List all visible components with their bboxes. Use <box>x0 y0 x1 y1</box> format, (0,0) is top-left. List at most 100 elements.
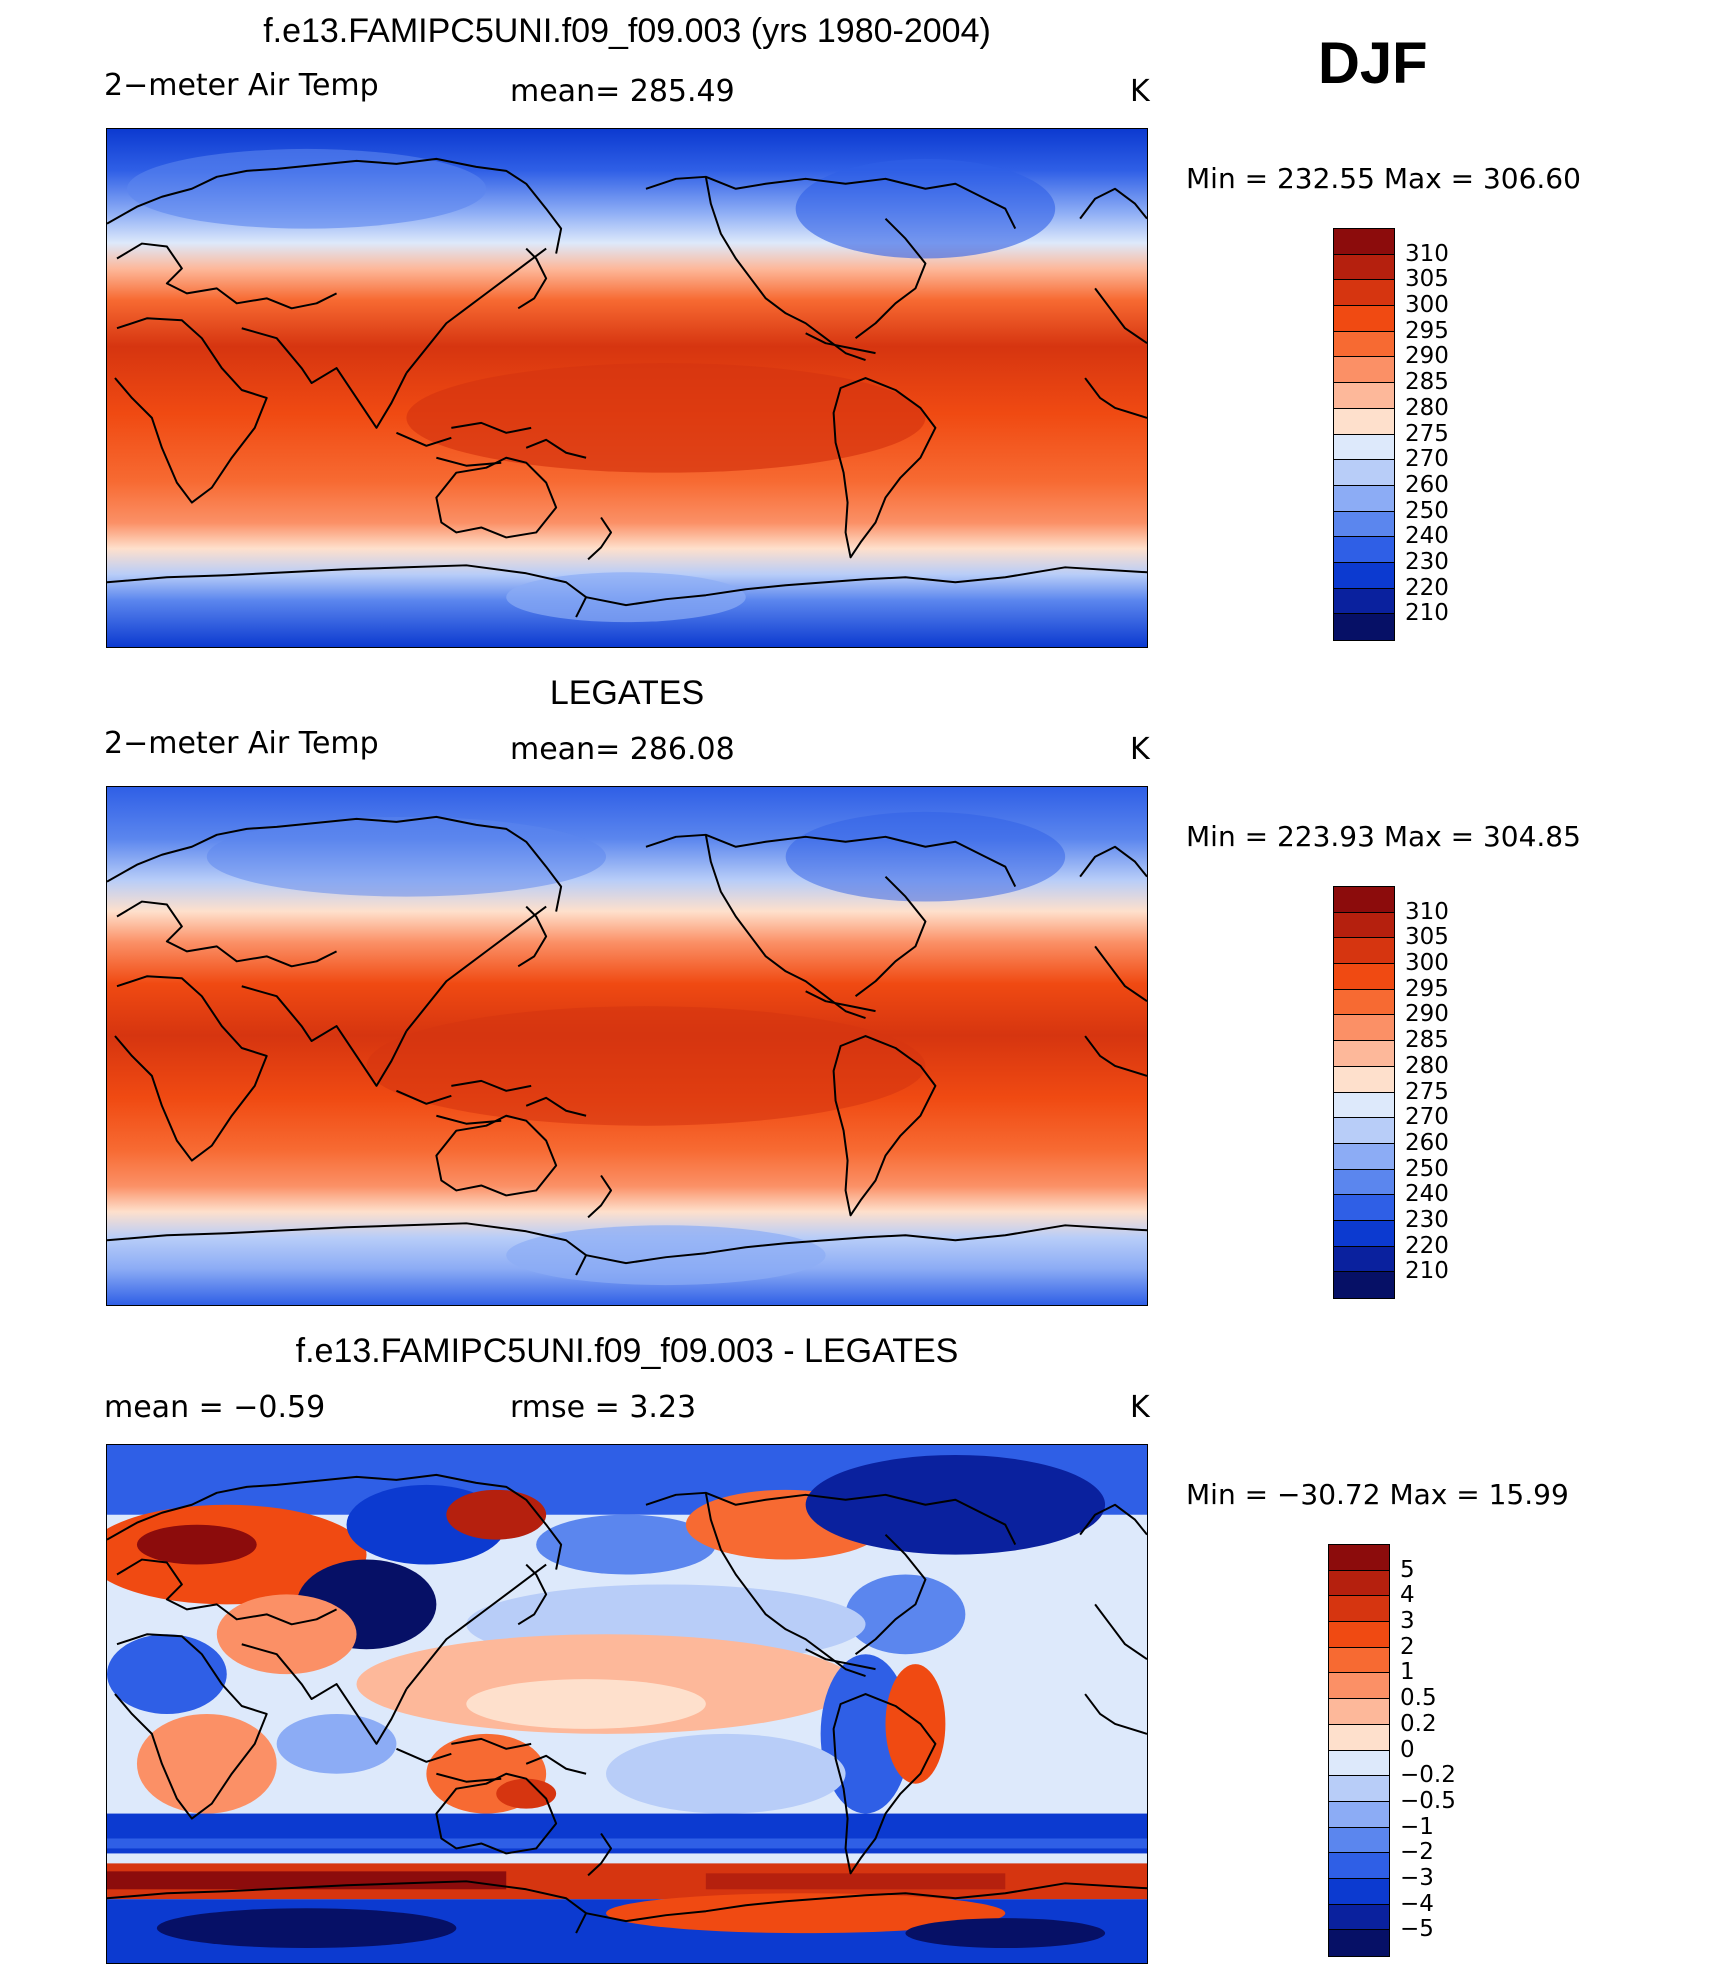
colorbar-box <box>1334 357 1394 384</box>
colorbar-tick-label: −0.2 <box>1400 1762 1456 1789</box>
colorbar-tick-label: −3 <box>1400 1864 1434 1891</box>
units-label: K <box>1130 732 1150 767</box>
colorbar-tick-label: 305 <box>1405 924 1449 951</box>
colorbar-tick-label: 290 <box>1405 343 1449 370</box>
panel-title: LEGATES <box>549 674 705 712</box>
colorbar-tick-label: 230 <box>1405 1206 1449 1233</box>
colorbar-tick-label: −2 <box>1400 1839 1434 1866</box>
colorbar-box <box>1334 964 1394 990</box>
observed-temperature-map <box>106 786 1148 1306</box>
colorbar-tick-label: 240 <box>1405 523 1449 550</box>
temperature-colorbar <box>1333 228 1395 641</box>
colorbar-tick-label: 275 <box>1405 1078 1449 1105</box>
colorbar-box <box>1329 1878 1389 1905</box>
colorbar-box <box>1329 1673 1389 1700</box>
colorbar-tick-label: −1 <box>1400 1813 1434 1840</box>
colorbar-box <box>1334 229 1394 255</box>
colorbar-box <box>1329 1724 1389 1751</box>
colorbar-box <box>1334 280 1394 307</box>
panel-title: f.e13.FAMIPC5UNI.f09_f09.003 (yrs 1980-2… <box>263 12 991 50</box>
colorbar-box <box>1329 1570 1389 1597</box>
colorbar-tick-label: 270 <box>1405 1104 1449 1131</box>
colorbar-box <box>1334 588 1394 615</box>
colorbar-box <box>1334 1143 1394 1170</box>
colorbar-tick-label: −4 <box>1400 1890 1434 1917</box>
difference-colorbar <box>1328 1544 1390 1957</box>
min-max-label: Min = 223.93 Max = 304.85 <box>1186 820 1581 853</box>
colorbar-box <box>1334 485 1394 512</box>
colorbar-box <box>1334 614 1394 640</box>
colorbar-tick-label: 3 <box>1400 1608 1415 1635</box>
colorbar-tick-label: 1 <box>1400 1659 1415 1686</box>
colorbar-tick-label: 2 <box>1400 1633 1415 1660</box>
colorbar-box <box>1334 1246 1394 1273</box>
colorbar-box <box>1334 1015 1394 1042</box>
rmse-label: rmse = 3.23 <box>510 1390 697 1425</box>
colorbar-box <box>1329 1853 1389 1879</box>
colorbar-box <box>1334 434 1394 461</box>
difference-mean-label: mean = −0.59 <box>104 1390 326 1425</box>
units-label: K <box>1130 1390 1150 1425</box>
colorbar-tick-label: 220 <box>1405 574 1449 601</box>
colorbar-tick-label: 250 <box>1405 497 1449 524</box>
colorbar-box <box>1329 1930 1389 1956</box>
colorbar-tick-label: 300 <box>1405 950 1449 977</box>
colorbar-box <box>1334 1092 1394 1119</box>
colorbar-tick-label: 275 <box>1405 420 1449 447</box>
colorbar-tick-label: 295 <box>1405 975 1449 1002</box>
colorbar-tick-label: 310 <box>1405 898 1449 925</box>
colorbar-tick-label: 0.2 <box>1400 1710 1437 1737</box>
colorbar-tick-label: 285 <box>1405 1027 1449 1054</box>
colorbar-tick-label: 270 <box>1405 446 1449 473</box>
mean-label: mean= 286.08 <box>510 732 735 767</box>
colorbar-box <box>1329 1596 1389 1623</box>
colorbar-tick-label: 310 <box>1405 240 1449 267</box>
colorbar-box <box>1329 1827 1389 1854</box>
colorbar-box <box>1329 1622 1389 1648</box>
colorbar-box <box>1334 1066 1394 1093</box>
variable-label: 2−meter Air Temp <box>104 726 379 761</box>
temperature-colorbar <box>1333 886 1395 1299</box>
colorbar-box <box>1329 1776 1389 1802</box>
colorbar-tick-label: 250 <box>1405 1155 1449 1182</box>
colorbar-tick-label: 280 <box>1405 1052 1449 1079</box>
units-label: K <box>1130 74 1150 109</box>
colorbar-tick-label: 0.5 <box>1400 1685 1437 1712</box>
min-max-label: Min = 232.55 Max = 306.60 <box>1186 162 1581 195</box>
variable-label: 2−meter Air Temp <box>104 68 379 103</box>
colorbar-tick-label: 210 <box>1405 600 1449 627</box>
colorbar-tick-label: 290 <box>1405 1001 1449 1028</box>
colorbar-box <box>1329 1647 1389 1674</box>
panel-title: f.e13.FAMIPC5UNI.f09_f09.003 - LEGATES <box>295 1332 959 1370</box>
colorbar-box <box>1334 938 1394 965</box>
colorbar-box <box>1334 1220 1394 1247</box>
season-label: DJF <box>1318 31 1428 96</box>
colorbar-box <box>1334 989 1394 1016</box>
colorbar-box <box>1334 537 1394 563</box>
colorbar-box <box>1334 306 1394 332</box>
colorbar-box <box>1334 1195 1394 1221</box>
colorbar-tick-label: 230 <box>1405 548 1449 575</box>
colorbar-box <box>1334 331 1394 358</box>
colorbar-tick-label: 285 <box>1405 369 1449 396</box>
min-max-label: Min = −30.72 Max = 15.99 <box>1186 1478 1569 1511</box>
colorbar-tick-label: 5 <box>1400 1556 1415 1583</box>
difference-map <box>106 1444 1148 1964</box>
colorbar-box <box>1334 511 1394 538</box>
colorbar-box <box>1334 383 1394 409</box>
colorbar-box <box>1334 1272 1394 1298</box>
colorbar-tick-label: 260 <box>1405 1129 1449 1156</box>
colorbar-tick-label: 240 <box>1405 1181 1449 1208</box>
colorbar-tick-label: −5 <box>1400 1916 1434 1943</box>
colorbar-box <box>1334 1169 1394 1196</box>
colorbar-box <box>1334 408 1394 435</box>
colorbar-box <box>1329 1801 1389 1828</box>
colorbar-tick-label: 280 <box>1405 394 1449 421</box>
colorbar-tick-label: 260 <box>1405 471 1449 498</box>
colorbar-tick-label: 220 <box>1405 1232 1449 1259</box>
colorbar-box <box>1334 460 1394 486</box>
colorbar-box <box>1329 1904 1389 1931</box>
colorbar-box <box>1329 1699 1389 1725</box>
colorbar-box <box>1334 912 1394 939</box>
